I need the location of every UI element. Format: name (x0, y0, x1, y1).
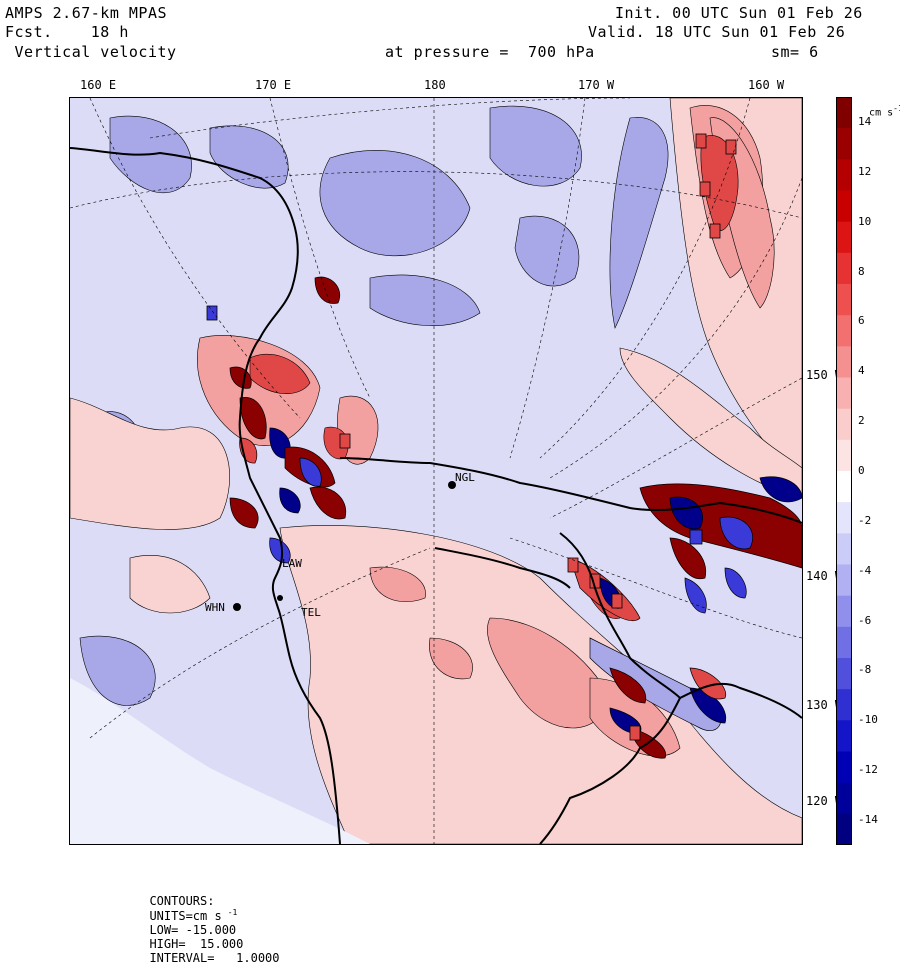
colorbar-tick-label: -8 (858, 663, 872, 677)
lon-label-170e: 170 E (255, 78, 292, 92)
station-label-law: LAW (282, 557, 302, 570)
colorbar-swatch (836, 533, 852, 565)
lon-label-160e: 160 E (80, 78, 117, 92)
station-label-tel: TEL (301, 606, 321, 619)
contour-info: CONTOURS: UNITS=cm s -1 LOW= -15.000 HIGH… (135, 880, 286, 965)
colorbar-tick-label: -4 (858, 563, 872, 577)
colorbar-units-text: cm s (869, 107, 894, 119)
contour-units: UNITS=cm s -1 (149, 908, 238, 923)
colorbar-tick-label: 14 (858, 114, 872, 128)
colorbar-swatch (836, 377, 852, 410)
init-time: Init. 00 UTC Sun 01 Feb 26 (615, 4, 863, 22)
colorbar-tick-label: -12 (858, 763, 878, 777)
forecast-hour: Fcst. 18 h (5, 23, 129, 41)
colorbar-swatch (836, 439, 852, 472)
coastline (70, 147, 802, 844)
valid-time: Valid. 18 UTC Sun 01 Feb 26 (588, 23, 846, 41)
colorbar-swatch (836, 564, 852, 597)
colorbar-tick-label: 0 (858, 464, 865, 477)
colorbar-units-exponent: -1 (893, 104, 900, 113)
colorbar-swatch (836, 97, 852, 129)
station-whn-dot (233, 603, 241, 611)
colorbar-swatch (836, 252, 852, 285)
contours-label: CONTOURS: (149, 894, 215, 908)
colorbar-swatch (836, 128, 852, 160)
colorbar-swatch (836, 221, 852, 254)
colorbar-tick-label: 4 (858, 364, 865, 378)
colorbar-swatch (836, 751, 852, 784)
colorbar-border (836, 97, 852, 845)
graticule (70, 98, 802, 844)
colorbar-units: cm s-1 (857, 93, 900, 118)
smoothing-value: sm= 6 (771, 43, 819, 61)
station-ngl-dot (448, 481, 456, 489)
model-title: AMPS 2.67-km MPAS (5, 4, 168, 22)
contour-interval: INTERVAL= 1.0000 (149, 951, 280, 965)
pressure-level: at pressure = 700 hPa (385, 43, 595, 61)
colorbar-tick-label: 10 (858, 214, 872, 228)
colorbar-swatch (836, 595, 852, 628)
lon-label-180: 180 (424, 78, 446, 92)
colorbar-swatch (836, 502, 852, 534)
station-markers (233, 481, 456, 611)
contour-low: LOW= -15.000 (149, 923, 237, 937)
contour-high: HIGH= 15.000 (149, 937, 244, 951)
field-name: Vertical velocity (5, 43, 177, 61)
lon-label-170w: 170 W (578, 78, 615, 92)
colorbar-tick-label: -2 (858, 513, 872, 527)
colorbar-swatch (836, 720, 852, 752)
colorbar-swatch (836, 813, 852, 845)
colorbar-swatch (836, 782, 852, 815)
vertical-velocity-map (69, 97, 803, 845)
extreme-markers (206, 133, 737, 741)
colorbar-swatch (836, 190, 852, 223)
colorbar-swatch (836, 284, 852, 316)
colorbar-tick-label: 2 (858, 414, 865, 428)
colorbar-tick-label: -14 (858, 813, 878, 827)
colorbar (836, 97, 852, 845)
colorbar-swatch (836, 346, 852, 378)
contour-units-text: UNITS=cm s (149, 909, 222, 923)
colorbar-tick-label: -10 (858, 713, 878, 727)
contour-units-exponent: -1 (227, 908, 238, 917)
colorbar-swatch (836, 408, 852, 441)
lat-label-130w: 130 W (806, 698, 843, 712)
colorbar-swatch (836, 315, 852, 347)
station-tel-dot (277, 595, 283, 601)
lon-label-160w: 160 W (748, 78, 785, 92)
colorbar-tick-label: 8 (858, 264, 865, 278)
colorbar-tick-label: 12 (858, 164, 872, 178)
station-label-whn: WHN (205, 601, 225, 614)
colorbar-tick-label: -6 (858, 613, 872, 627)
station-label-ngl: NGL (455, 471, 475, 484)
ice-surface (70, 678, 370, 844)
colorbar-swatch (836, 658, 852, 690)
colorbar-swatch (836, 159, 852, 191)
colorbar-swatch (836, 471, 852, 503)
colorbar-tick-label: 6 (858, 314, 865, 328)
colorbar-swatch (836, 689, 852, 721)
colorbar-swatch (836, 626, 852, 659)
mountain-convection-band (229, 276, 347, 564)
